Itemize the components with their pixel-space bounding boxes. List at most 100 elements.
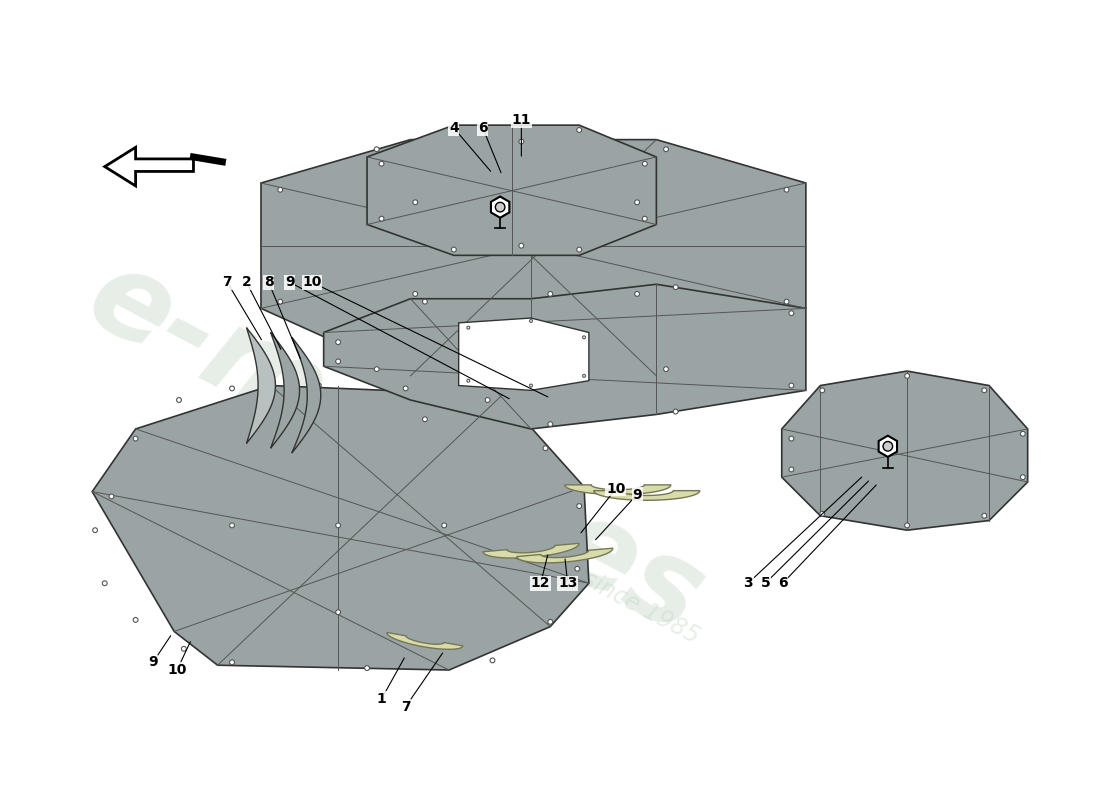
Polygon shape bbox=[879, 436, 896, 457]
Text: 3: 3 bbox=[744, 576, 752, 590]
Circle shape bbox=[576, 127, 582, 132]
Circle shape bbox=[133, 436, 138, 441]
Circle shape bbox=[442, 523, 447, 528]
Circle shape bbox=[548, 422, 552, 426]
Circle shape bbox=[404, 386, 408, 391]
Circle shape bbox=[548, 291, 552, 296]
Polygon shape bbox=[323, 284, 806, 429]
Circle shape bbox=[635, 200, 639, 205]
Polygon shape bbox=[92, 386, 588, 670]
Circle shape bbox=[379, 162, 384, 166]
Text: 9: 9 bbox=[632, 487, 642, 502]
Circle shape bbox=[422, 299, 427, 304]
Text: 10: 10 bbox=[302, 275, 322, 290]
Circle shape bbox=[485, 398, 490, 402]
Circle shape bbox=[336, 610, 341, 614]
Circle shape bbox=[379, 216, 384, 221]
Circle shape bbox=[230, 386, 234, 391]
Circle shape bbox=[177, 398, 182, 402]
Text: 2: 2 bbox=[242, 275, 252, 290]
Polygon shape bbox=[517, 548, 613, 563]
Circle shape bbox=[789, 310, 794, 316]
Circle shape bbox=[904, 374, 910, 378]
Circle shape bbox=[583, 374, 585, 378]
Polygon shape bbox=[782, 371, 1027, 530]
Polygon shape bbox=[271, 333, 299, 448]
Circle shape bbox=[374, 147, 379, 152]
Circle shape bbox=[583, 336, 585, 338]
Circle shape bbox=[982, 388, 987, 393]
Text: 9: 9 bbox=[148, 655, 157, 670]
Circle shape bbox=[820, 511, 825, 516]
Circle shape bbox=[789, 467, 794, 472]
Circle shape bbox=[784, 299, 789, 304]
Circle shape bbox=[784, 187, 789, 192]
Circle shape bbox=[336, 359, 341, 364]
Circle shape bbox=[548, 619, 552, 624]
Polygon shape bbox=[367, 125, 657, 255]
Circle shape bbox=[663, 366, 669, 371]
Polygon shape bbox=[594, 490, 700, 500]
Circle shape bbox=[278, 299, 283, 304]
Circle shape bbox=[495, 202, 505, 212]
Circle shape bbox=[529, 319, 532, 322]
Text: 4: 4 bbox=[449, 121, 459, 135]
Polygon shape bbox=[483, 543, 579, 558]
Polygon shape bbox=[246, 328, 275, 443]
Text: 6: 6 bbox=[778, 576, 788, 590]
Circle shape bbox=[883, 442, 892, 451]
Circle shape bbox=[317, 383, 321, 388]
Circle shape bbox=[904, 523, 910, 528]
Circle shape bbox=[422, 417, 427, 422]
Circle shape bbox=[576, 504, 582, 509]
Circle shape bbox=[519, 139, 524, 144]
Circle shape bbox=[543, 446, 548, 450]
Text: 1: 1 bbox=[376, 692, 386, 706]
Text: 5: 5 bbox=[760, 576, 770, 590]
Circle shape bbox=[364, 666, 370, 670]
Text: a passion for parts since 1985: a passion for parts since 1985 bbox=[377, 460, 704, 649]
Text: 10: 10 bbox=[606, 482, 626, 496]
Circle shape bbox=[1021, 431, 1025, 436]
Circle shape bbox=[92, 528, 98, 533]
Circle shape bbox=[642, 216, 647, 221]
Circle shape bbox=[451, 247, 456, 252]
Text: 11: 11 bbox=[512, 114, 531, 127]
Circle shape bbox=[278, 187, 283, 192]
Circle shape bbox=[133, 618, 138, 622]
Circle shape bbox=[663, 147, 669, 152]
Circle shape bbox=[982, 514, 987, 518]
Circle shape bbox=[336, 340, 341, 345]
Polygon shape bbox=[387, 633, 463, 650]
Circle shape bbox=[673, 285, 678, 290]
Circle shape bbox=[635, 291, 639, 296]
Circle shape bbox=[820, 388, 825, 393]
Polygon shape bbox=[564, 485, 671, 494]
Circle shape bbox=[451, 127, 456, 132]
Text: 13: 13 bbox=[558, 576, 578, 590]
Circle shape bbox=[576, 247, 582, 252]
Text: 9: 9 bbox=[285, 275, 295, 290]
Text: 12: 12 bbox=[531, 576, 550, 590]
Circle shape bbox=[182, 646, 186, 651]
Circle shape bbox=[1021, 474, 1025, 479]
Circle shape bbox=[519, 370, 524, 375]
Circle shape bbox=[789, 436, 794, 441]
Circle shape bbox=[673, 409, 678, 414]
Circle shape bbox=[230, 523, 234, 528]
Polygon shape bbox=[261, 140, 806, 376]
Circle shape bbox=[466, 326, 470, 329]
Text: 6: 6 bbox=[478, 121, 487, 135]
Circle shape bbox=[789, 383, 794, 388]
Circle shape bbox=[230, 660, 234, 665]
Polygon shape bbox=[459, 318, 588, 390]
Circle shape bbox=[336, 523, 341, 528]
Circle shape bbox=[529, 384, 532, 387]
Circle shape bbox=[374, 366, 379, 371]
Circle shape bbox=[519, 243, 524, 248]
Circle shape bbox=[412, 291, 418, 296]
Circle shape bbox=[466, 379, 470, 382]
Text: 10: 10 bbox=[167, 663, 187, 677]
Circle shape bbox=[412, 200, 418, 205]
Polygon shape bbox=[104, 147, 194, 186]
